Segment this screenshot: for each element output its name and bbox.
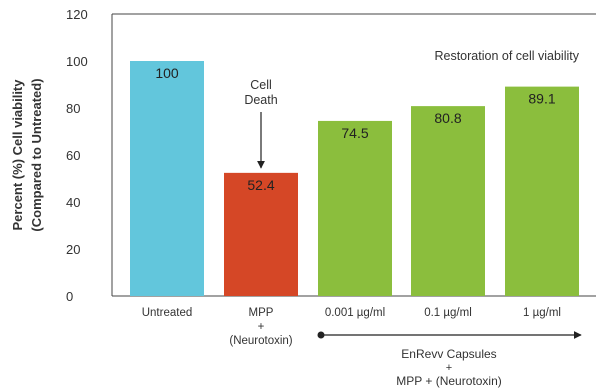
x-tick-label: Untreated	[142, 307, 193, 319]
y-tick-label: 0	[66, 289, 73, 304]
bar-value-label: 80.8	[434, 110, 461, 126]
y-tick-label: 60	[66, 148, 80, 163]
x-tick-label: (Neurotoxin)	[229, 335, 292, 347]
y-tick-label: 40	[66, 195, 80, 210]
x-tick-label: 0.1 µg/ml	[424, 307, 472, 319]
bar	[411, 106, 485, 297]
y-axis-title-line2: (Compared to Untreated)	[29, 78, 44, 231]
x-tick-label: 0.001 µg/ml	[325, 307, 385, 319]
x-tick-label: +	[258, 321, 265, 333]
bar	[224, 172, 298, 296]
group-label-line3: MPP + (Neurotoxin)	[396, 374, 502, 388]
bar-value-label: 100	[155, 65, 179, 81]
group-label-line2: +	[446, 362, 452, 374]
y-tick-label: 20	[66, 242, 80, 257]
x-tick-label: MPP	[249, 307, 274, 319]
restoration-annotation: Restoration of cell viability	[434, 49, 579, 63]
bar	[505, 86, 579, 297]
bar-value-label: 52.4	[247, 177, 274, 193]
x-tick-label: 1 µg/ml	[523, 307, 561, 319]
cell-death-label-line2: Death	[244, 93, 277, 107]
group-label-line1: EnRevv Capsules	[401, 347, 496, 361]
cell-death-label-line1: Cell	[250, 78, 272, 92]
bar-value-label: 89.1	[528, 91, 555, 107]
y-tick-label: 120	[66, 7, 88, 22]
y-tick-label: 100	[66, 54, 88, 69]
bar	[130, 61, 204, 296]
bar	[318, 120, 392, 296]
y-tick-label: 80	[66, 101, 80, 116]
bar-value-label: 74.5	[341, 125, 368, 141]
y-axis-title-line1: Percent (%) Cell viability	[10, 79, 25, 231]
